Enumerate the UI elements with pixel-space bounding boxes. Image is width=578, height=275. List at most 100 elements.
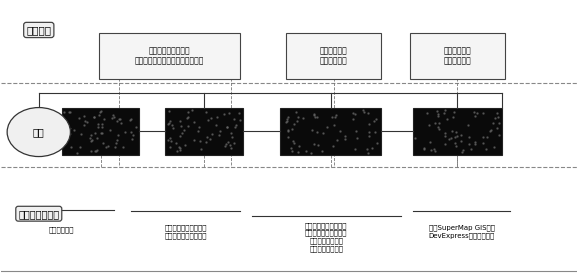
Point bbox=[129, 133, 138, 137]
Point bbox=[126, 116, 135, 121]
Point bbox=[434, 126, 443, 131]
Point bbox=[93, 125, 102, 129]
Point bbox=[116, 121, 125, 126]
Point bbox=[65, 110, 74, 114]
Point bbox=[449, 115, 458, 120]
FancyBboxPatch shape bbox=[280, 108, 381, 155]
Point bbox=[184, 110, 193, 114]
Point bbox=[329, 122, 338, 127]
Point bbox=[235, 118, 244, 122]
Point bbox=[225, 111, 234, 115]
Point bbox=[80, 122, 89, 127]
Point bbox=[335, 129, 344, 133]
Text: 飞行需求战略
预测结果数据: 飞行需求战略 预测结果数据 bbox=[320, 46, 347, 65]
Point bbox=[114, 133, 123, 137]
Point bbox=[165, 136, 175, 140]
Point bbox=[492, 111, 501, 115]
Point bbox=[440, 108, 449, 112]
Point bbox=[87, 132, 96, 137]
Point bbox=[281, 120, 291, 124]
Point bbox=[92, 136, 102, 140]
Point bbox=[99, 141, 108, 145]
Point bbox=[439, 110, 449, 115]
Point bbox=[99, 117, 109, 122]
Point bbox=[371, 117, 380, 121]
Point bbox=[288, 149, 297, 153]
Point bbox=[65, 109, 75, 114]
Point bbox=[98, 122, 107, 127]
Point bbox=[318, 130, 328, 135]
Point bbox=[166, 119, 175, 123]
Point bbox=[76, 131, 86, 136]
Point bbox=[208, 131, 217, 136]
Point bbox=[444, 137, 453, 141]
Point bbox=[75, 116, 84, 120]
Point bbox=[90, 131, 99, 135]
Point bbox=[225, 142, 235, 147]
Point bbox=[465, 141, 474, 146]
Point bbox=[220, 112, 229, 116]
Point bbox=[479, 111, 488, 116]
Point bbox=[446, 136, 455, 140]
Point bbox=[226, 131, 235, 135]
Point bbox=[313, 114, 322, 119]
Point bbox=[190, 120, 199, 124]
Point bbox=[423, 111, 432, 116]
Point bbox=[456, 139, 465, 144]
Point bbox=[197, 147, 206, 151]
Point bbox=[232, 123, 241, 128]
Point bbox=[360, 110, 369, 115]
Point bbox=[294, 150, 303, 154]
Point bbox=[442, 117, 451, 121]
Point bbox=[165, 109, 174, 113]
Point bbox=[364, 110, 373, 115]
Point bbox=[234, 111, 243, 116]
Point bbox=[187, 108, 197, 112]
Point bbox=[368, 146, 377, 150]
FancyBboxPatch shape bbox=[410, 33, 505, 79]
Point bbox=[369, 119, 379, 123]
Point bbox=[470, 142, 480, 146]
Point bbox=[481, 147, 491, 151]
Text: 用户: 用户 bbox=[33, 127, 45, 137]
Point bbox=[364, 134, 373, 138]
Point bbox=[447, 128, 457, 133]
Point bbox=[466, 147, 475, 151]
Point bbox=[224, 140, 233, 145]
Point bbox=[364, 151, 373, 155]
Point bbox=[96, 109, 105, 114]
Point bbox=[434, 112, 443, 116]
Point bbox=[175, 148, 184, 153]
Point bbox=[179, 128, 188, 132]
Point bbox=[165, 144, 175, 149]
Point bbox=[314, 142, 323, 147]
Text: 数据流程: 数据流程 bbox=[26, 25, 51, 35]
Point bbox=[492, 126, 502, 130]
Point bbox=[168, 122, 177, 127]
Point bbox=[291, 109, 300, 114]
Point bbox=[317, 148, 326, 153]
Point bbox=[450, 135, 460, 139]
Point bbox=[491, 116, 500, 121]
Point bbox=[173, 149, 182, 153]
Point bbox=[420, 145, 429, 150]
Point bbox=[121, 130, 130, 135]
Point bbox=[288, 139, 298, 143]
Point bbox=[349, 117, 358, 122]
Point bbox=[287, 127, 296, 131]
Point bbox=[456, 133, 465, 138]
Point bbox=[283, 135, 292, 139]
FancyBboxPatch shape bbox=[286, 33, 381, 79]
Point bbox=[299, 116, 308, 120]
Point bbox=[212, 115, 221, 119]
Point bbox=[83, 120, 92, 124]
Point bbox=[183, 116, 192, 120]
Point bbox=[91, 148, 100, 153]
Point bbox=[464, 123, 473, 127]
Point bbox=[284, 115, 293, 119]
Point bbox=[358, 108, 368, 112]
Point bbox=[309, 142, 318, 146]
Point bbox=[489, 121, 498, 125]
Point bbox=[61, 138, 71, 142]
Point bbox=[203, 118, 212, 123]
